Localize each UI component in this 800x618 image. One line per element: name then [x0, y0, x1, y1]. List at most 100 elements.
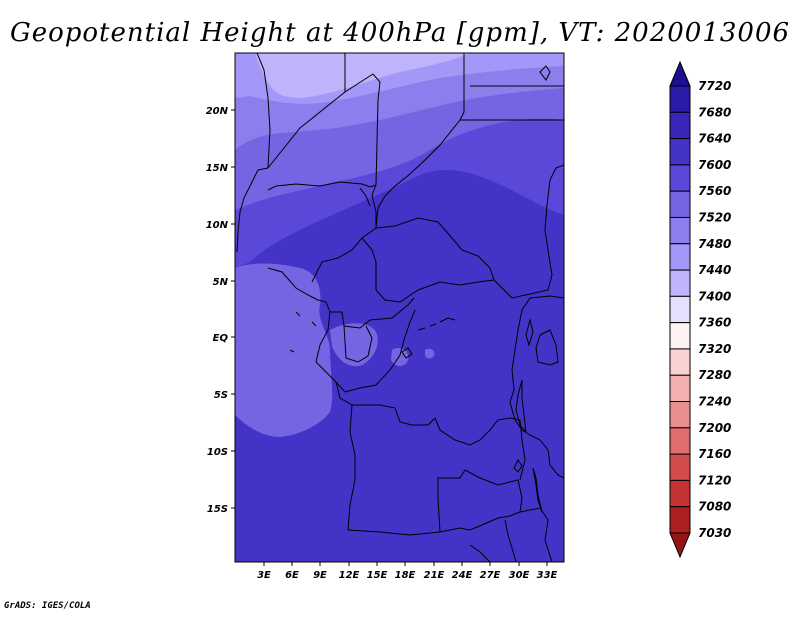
colorbar-label: 7320 [698, 342, 731, 356]
lat-tick-label: 10S [207, 447, 228, 458]
lake-mweru [513, 459, 523, 473]
lat-tick-label: 5S [214, 390, 228, 401]
colorbar-box [669, 190, 691, 218]
colorbar-label: 7520 [698, 210, 731, 224]
colorbar-box [669, 453, 691, 481]
colorbar-label: 7240 [698, 395, 731, 409]
border-line [256, 53, 271, 169]
border-line [434, 417, 521, 446]
border-line [335, 381, 436, 426]
colorbar-label: 7400 [698, 289, 731, 303]
colorbar-box [669, 243, 691, 271]
height-field [235, 53, 564, 562]
coastline [315, 311, 337, 383]
lon-tick-label: 3E [257, 570, 271, 581]
colorbar-label: 7720 [698, 79, 731, 93]
border-line [375, 53, 465, 229]
lon-tick-label: 6E [285, 570, 299, 581]
map-frame [234, 52, 565, 563]
border-line [347, 404, 356, 531]
colorbar-label: 7560 [698, 184, 731, 198]
lake-albert [525, 318, 534, 347]
border-line [469, 544, 491, 562]
chart-title: Geopotential Height at 400hPa [gpm], VT:… [9, 18, 791, 48]
border-line [236, 167, 269, 253]
colorbar-box [669, 216, 691, 245]
lon-tick-label: 18E [395, 570, 416, 581]
colorbar-label: 7360 [698, 316, 731, 330]
colorbar-box [669, 295, 691, 324]
border-line [493, 164, 564, 299]
colorbar-label: 7120 [698, 473, 731, 487]
colorbar-box [669, 479, 691, 508]
lon-tick-label: 9E [313, 570, 327, 581]
lat-tick-label: EQ [213, 333, 229, 344]
border-line [529, 434, 564, 479]
border-line [459, 511, 521, 531]
border-line [375, 262, 495, 303]
border-line [335, 309, 416, 393]
colorbar-label: 7160 [698, 447, 731, 461]
colorbar-label: 7200 [698, 421, 731, 435]
border-line [311, 184, 377, 283]
lon-tick-label: 21E [424, 570, 445, 581]
lon-tick-label: 33E [537, 570, 558, 581]
lon-tick-label: 12E [339, 570, 360, 581]
colorbar-box [669, 348, 691, 376]
colorbar-label: 7280 [698, 368, 731, 382]
colorbar-top-arrow [669, 60, 691, 87]
lon-tick-label: 24E [452, 570, 473, 581]
longitude-axis: 3E 6E 9E 12E 15E 18E 21E 24E 27E 30E 33E [257, 562, 558, 581]
border-line [361, 237, 377, 263]
border-line [330, 297, 415, 329]
dashed-coast [417, 317, 456, 331]
colorbar-box [669, 506, 691, 534]
lake-malawi [532, 467, 543, 513]
lon-tick-label: 27E [480, 570, 501, 581]
border-line [519, 419, 526, 481]
border-line [267, 267, 331, 313]
country-borders [236, 53, 564, 562]
colorbar-box [669, 138, 691, 166]
river-border [359, 187, 371, 207]
lat-tick-label: 15N [206, 163, 229, 174]
border-line [375, 217, 495, 281]
border-line [519, 507, 553, 562]
colorbar-label: 7600 [698, 158, 731, 172]
latitude-axis: 20N 15N 10N 5N EQ 5S 10S 15S [206, 106, 235, 515]
colorbar-box [669, 164, 691, 192]
water-body [401, 347, 413, 359]
colorbar-label: 7680 [698, 105, 731, 119]
lon-tick-label: 15E [367, 570, 388, 581]
border-line [504, 519, 517, 562]
border-line [343, 325, 373, 363]
colorbar-box [669, 269, 691, 297]
colorbar-box [669, 427, 691, 455]
border-line [464, 469, 523, 513]
colorbar-label: 7030 [698, 526, 731, 540]
border-line [437, 469, 466, 533]
border-line [509, 309, 531, 436]
coast-fragment [289, 311, 317, 353]
lat-tick-label: 5N [213, 277, 229, 288]
contour-7600-patch-tiny [425, 348, 435, 359]
border-line [347, 527, 461, 536]
footer-credit: GrADS: IGES/COLA [4, 601, 91, 611]
colorbar-label: 7480 [698, 237, 731, 251]
lat-tick-label: 15S [207, 504, 228, 515]
border-line [521, 295, 564, 311]
lon-tick-label: 30E [509, 570, 530, 581]
lat-tick-label: 20N [206, 106, 229, 117]
coast-feature [539, 65, 551, 81]
border-line [267, 73, 381, 186]
colorbar: 7720 7680 7640 7600 7560 7520 7480 7440 7400 7360… [669, 60, 731, 559]
colorbar-box [669, 401, 691, 429]
colorbar-label: 7640 [698, 132, 731, 146]
colorbar-label: 7440 [698, 263, 731, 277]
colorbar-box [669, 322, 691, 350]
lake-tanganyika [515, 379, 527, 434]
colorbar-label: 7080 [698, 500, 731, 514]
colorbar-box [669, 374, 691, 403]
lake-victoria [535, 329, 559, 366]
